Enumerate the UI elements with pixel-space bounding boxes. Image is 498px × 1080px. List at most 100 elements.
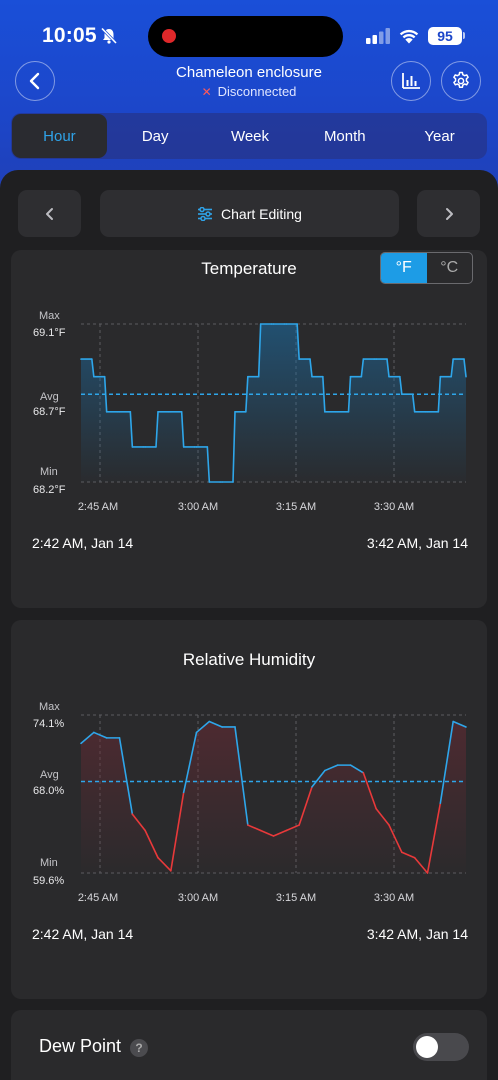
humidity-series-segment <box>375 807 390 826</box>
wifi-icon <box>399 29 419 44</box>
chart-editing-label: Chart Editing <box>221 205 302 222</box>
temperature-series-segment <box>322 375 326 413</box>
disconnected-x-icon: ✕ <box>201 85 212 99</box>
dynamic-island <box>148 16 343 57</box>
dew-point-label: Dew Point <box>39 1036 122 1056</box>
cellular-signal-icon <box>366 28 390 44</box>
chevron-left-icon <box>29 72 40 90</box>
humidity-series-segment <box>285 824 300 832</box>
unit-celsius-button[interactable]: °C <box>440 259 459 276</box>
humidity-min-value: 59.6% <box>33 875 65 887</box>
humidity-x-tick: 3:30 AM <box>373 892 415 904</box>
humidity-x-tick: 3:15 AM <box>275 892 317 904</box>
humidity-series-segment <box>80 731 95 745</box>
previous-range-button[interactable] <box>18 190 81 237</box>
temp-x-tick: 3:00 AM <box>177 501 219 513</box>
humidity-series-segment <box>170 791 185 872</box>
tab-day[interactable]: Day <box>141 127 169 145</box>
humidity-avg-label: Avg <box>40 769 59 781</box>
temp-min-value: 68.2°F <box>33 484 66 496</box>
temperature-series-segment <box>91 358 95 378</box>
humidity-series-segment <box>401 851 416 859</box>
humidity-area <box>81 721 466 873</box>
temperature-series-segment <box>411 393 416 413</box>
humidity-series-segment <box>144 829 159 859</box>
humidity-chart <box>80 714 467 874</box>
humidity-series-segment <box>157 856 172 872</box>
humidity-series-segment <box>298 786 313 826</box>
humidity-min-label: Min <box>40 857 58 869</box>
humidity-series-segment <box>247 824 262 832</box>
temperature-series-segment <box>450 358 454 378</box>
humidity-series-segment <box>388 824 403 854</box>
humidity-series-segment <box>324 764 339 772</box>
dew-point-toggle[interactable] <box>413 1033 469 1061</box>
temp-avg-label: Avg <box>40 391 59 403</box>
temperature-area <box>81 324 466 482</box>
temperature-series-segment <box>309 358 313 378</box>
connection-status-text: Disconnected <box>217 84 297 99</box>
chart-view-button[interactable] <box>391 61 431 101</box>
temp-max-label: Max <box>39 310 60 322</box>
humidity-max-label: Max <box>39 701 60 713</box>
unit-fahrenheit-button[interactable]: °F <box>381 253 427 283</box>
status-bar: 10:05 95 <box>0 0 498 60</box>
humidity-series-segment <box>234 726 249 826</box>
temperature-series-segment <box>386 358 390 378</box>
bell-slash-icon <box>100 27 118 45</box>
temperature-series-segment <box>155 410 159 448</box>
chevron-left-icon <box>45 207 53 220</box>
humidity-avg-value: 68.0% <box>33 785 65 797</box>
bar-chart-icon <box>402 73 420 89</box>
tab-week[interactable]: Week <box>230 127 270 145</box>
humidity-series-segment <box>349 764 365 774</box>
gear-icon <box>453 71 469 88</box>
battery-level: 95 <box>428 27 462 45</box>
temp-x-tick: 3:15 AM <box>275 501 317 513</box>
next-range-button[interactable] <box>417 190 480 237</box>
humidity-series-segment <box>426 802 442 874</box>
status-time: 10:05 <box>42 24 97 47</box>
humidity-series-segment <box>439 720 454 805</box>
unit-toggle: °F °C <box>380 252 473 284</box>
temp-x-tick: 3:30 AM <box>373 501 415 513</box>
temperature-series-segment <box>206 446 211 483</box>
temp-range-start: 2:42 AM, Jan 14 <box>32 535 134 551</box>
battery-nub <box>463 32 465 39</box>
temp-x-tick: 2:45 AM <box>77 501 119 513</box>
humidity-x-tick: 2:45 AM <box>77 892 119 904</box>
temperature-series-segment <box>245 375 249 413</box>
back-button[interactable] <box>15 61 55 101</box>
humidity-series-segment <box>131 813 146 832</box>
humidity-series-segment <box>182 731 198 794</box>
humidity-series-segment <box>195 720 211 734</box>
temperature-series-segment <box>257 323 262 378</box>
humidity-series-segment <box>93 731 108 739</box>
humidity-title: Relative Humidity <box>182 650 316 669</box>
humidity-series-segment <box>311 769 326 788</box>
humidity-series-segment <box>362 771 377 810</box>
humidity-range-start: 2:42 AM, Jan 14 <box>32 926 134 942</box>
humidity-range-end: 3:42 AM, Jan 14 <box>366 926 468 942</box>
connection-status: ✕ Disconnected <box>0 84 498 99</box>
temperature-card: Temperature °F °C Max 69.1°F Avg 68.7°F … <box>11 250 487 608</box>
tab-year[interactable]: Year <box>424 127 455 145</box>
temperature-series-segment <box>399 375 403 396</box>
recording-indicator-icon <box>162 29 176 43</box>
tab-month[interactable]: Month <box>323 127 366 145</box>
temperature-series-segment <box>180 410 185 448</box>
help-icon[interactable]: ? <box>130 1039 148 1057</box>
temperature-chart <box>80 323 467 483</box>
temp-max-value: 69.1°F <box>33 327 66 339</box>
toggle-knob <box>416 1036 438 1058</box>
settings-button[interactable] <box>441 61 481 101</box>
temperature-title: Temperature <box>201 259 297 278</box>
humidity-card: Relative Humidity Max 74.1% Avg 68.0% Mi… <box>11 620 487 999</box>
temp-avg-value: 68.7°F <box>33 406 66 418</box>
chart-editing-button[interactable]: Chart Editing <box>100 190 399 237</box>
sliders-icon <box>198 206 213 221</box>
humidity-series-segment <box>208 720 223 728</box>
humidity-series-segment <box>118 737 134 815</box>
chevron-right-icon <box>445 207 453 220</box>
tab-hour[interactable]: Hour <box>12 114 107 158</box>
